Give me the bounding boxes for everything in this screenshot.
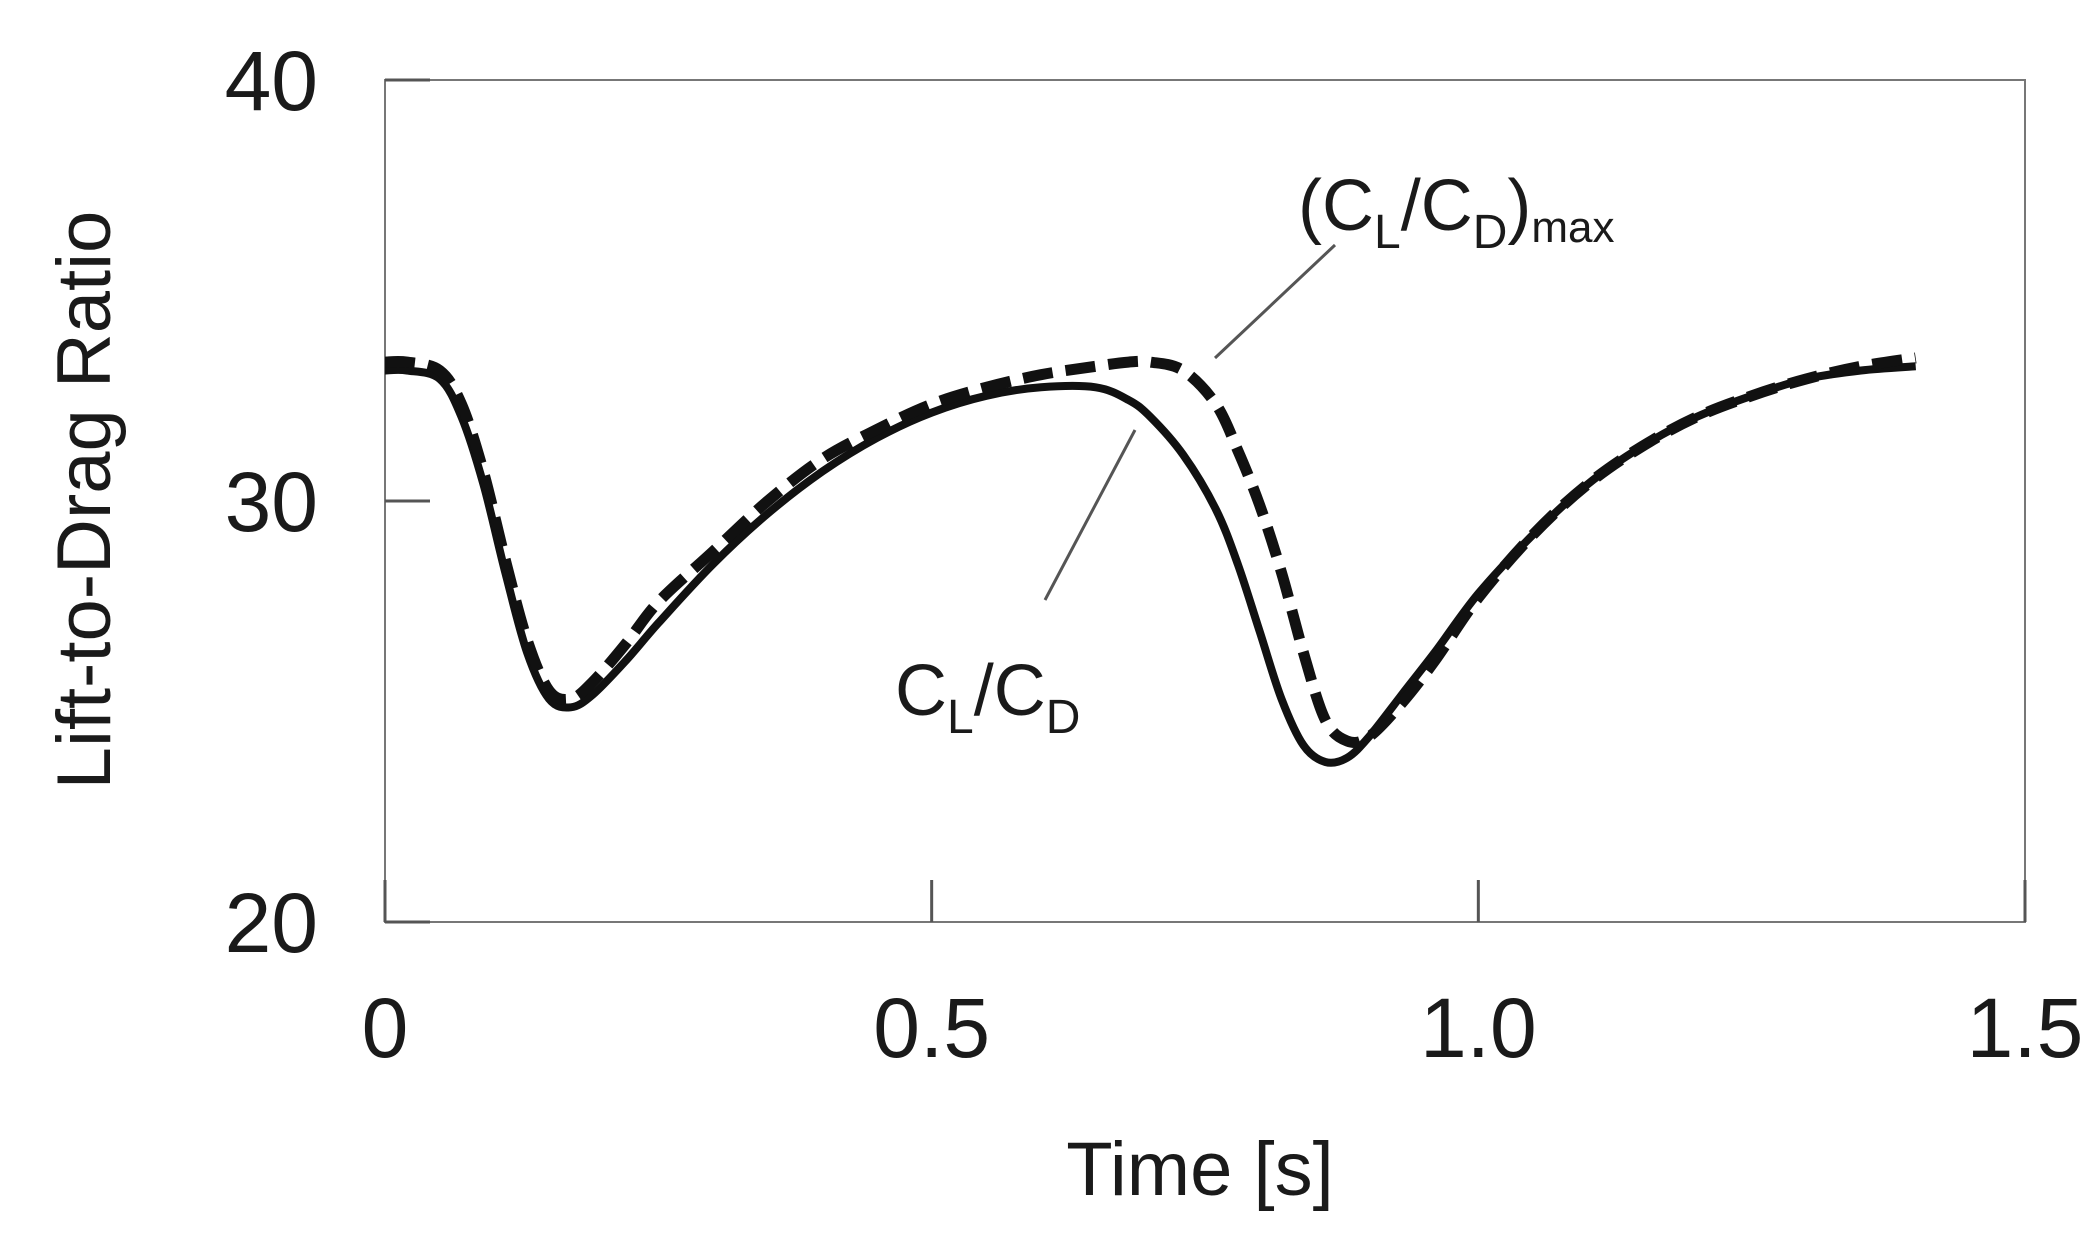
leader-line-clcd	[1043, 429, 1137, 601]
label-clcd: CL/CD	[895, 651, 1080, 744]
label-max-main: (C	[1298, 166, 1374, 246]
leader-line-max	[1213, 243, 1337, 360]
label-clcd-slash: /C	[974, 651, 1046, 731]
label-max-sub1: L	[1374, 206, 1401, 259]
label-clcd-main: C	[895, 651, 947, 731]
x-axis-title: Time [s]	[1066, 1127, 1333, 1212]
axis-ticks	[383, 78, 2027, 924]
x-tick-label-1: 0.5	[873, 981, 990, 1075]
label-max-slash: /C	[1401, 166, 1473, 246]
x-tick-label-0: 0	[362, 981, 409, 1075]
y-tick-label-0: 20	[225, 876, 318, 970]
label-max-sub2: D	[1473, 206, 1508, 259]
label-clcd-sub1: L	[947, 691, 974, 744]
y-tick-label-1: 30	[225, 455, 318, 549]
label-clcd-max: (CL/CD)max	[1298, 166, 1614, 259]
plot-frame	[384, 79, 2026, 923]
plot-area-border	[384, 79, 2026, 923]
series-layer	[384, 352, 1917, 767]
y-tick-label-2: 40	[225, 34, 318, 128]
leader-lines	[1043, 243, 1337, 601]
label-clcd-sub2: D	[1046, 691, 1081, 744]
y-axis-title: Lift-to-Drag Ratio	[42, 211, 127, 790]
label-max-subscript: max	[1531, 203, 1614, 252]
x-tick-label-2: 1.0	[1420, 981, 1537, 1075]
label-max-tail: )	[1507, 166, 1531, 246]
tick-labels: 0 0.5 1.0 1.5 20 30 40	[225, 34, 2084, 1075]
series-line-clcd-max	[384, 352, 1917, 749]
x-tick-label-3: 1.5	[1967, 981, 2084, 1075]
